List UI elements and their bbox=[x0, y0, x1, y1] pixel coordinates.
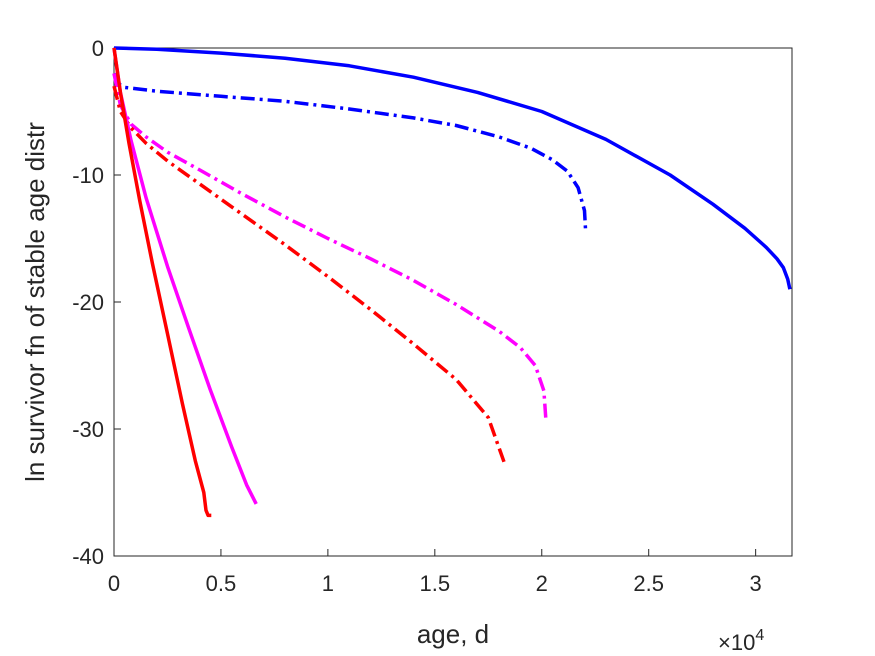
x-axis-label: age, d bbox=[417, 619, 489, 649]
series-line-3 bbox=[112, 73, 548, 422]
x-tick-label: 3 bbox=[750, 571, 762, 596]
series-line-6 bbox=[112, 47, 212, 518]
x-tick-label: 0 bbox=[108, 571, 120, 596]
x-axis-exponent: ×104 bbox=[718, 627, 764, 655]
y-tick-label: -40 bbox=[72, 544, 104, 569]
x-tick-label: 0.5 bbox=[206, 571, 237, 596]
series-line-2 bbox=[112, 72, 588, 231]
x-exponent-base: ×10 bbox=[718, 630, 755, 655]
y-tick-label: -30 bbox=[72, 417, 104, 442]
x-exponent-power: 4 bbox=[755, 627, 764, 644]
x-tick-label: 2.5 bbox=[633, 571, 664, 596]
y-tick-label: -10 bbox=[72, 163, 104, 188]
y-axis-label: ln survivor fn of stable age distr bbox=[20, 122, 50, 482]
plot-area bbox=[113, 47, 793, 557]
y-tick-label: -20 bbox=[72, 290, 104, 315]
series-line-1 bbox=[113, 46, 792, 290]
x-tick-label: 1 bbox=[322, 571, 334, 596]
x-tick-label: 2 bbox=[536, 571, 548, 596]
x-tick-label: 1.5 bbox=[420, 571, 451, 596]
x-axis-ticks: 0 0.5 1 1.5 2 2.5 3 bbox=[108, 549, 762, 596]
series-lines bbox=[112, 46, 792, 518]
y-tick-label: 0 bbox=[92, 36, 104, 61]
